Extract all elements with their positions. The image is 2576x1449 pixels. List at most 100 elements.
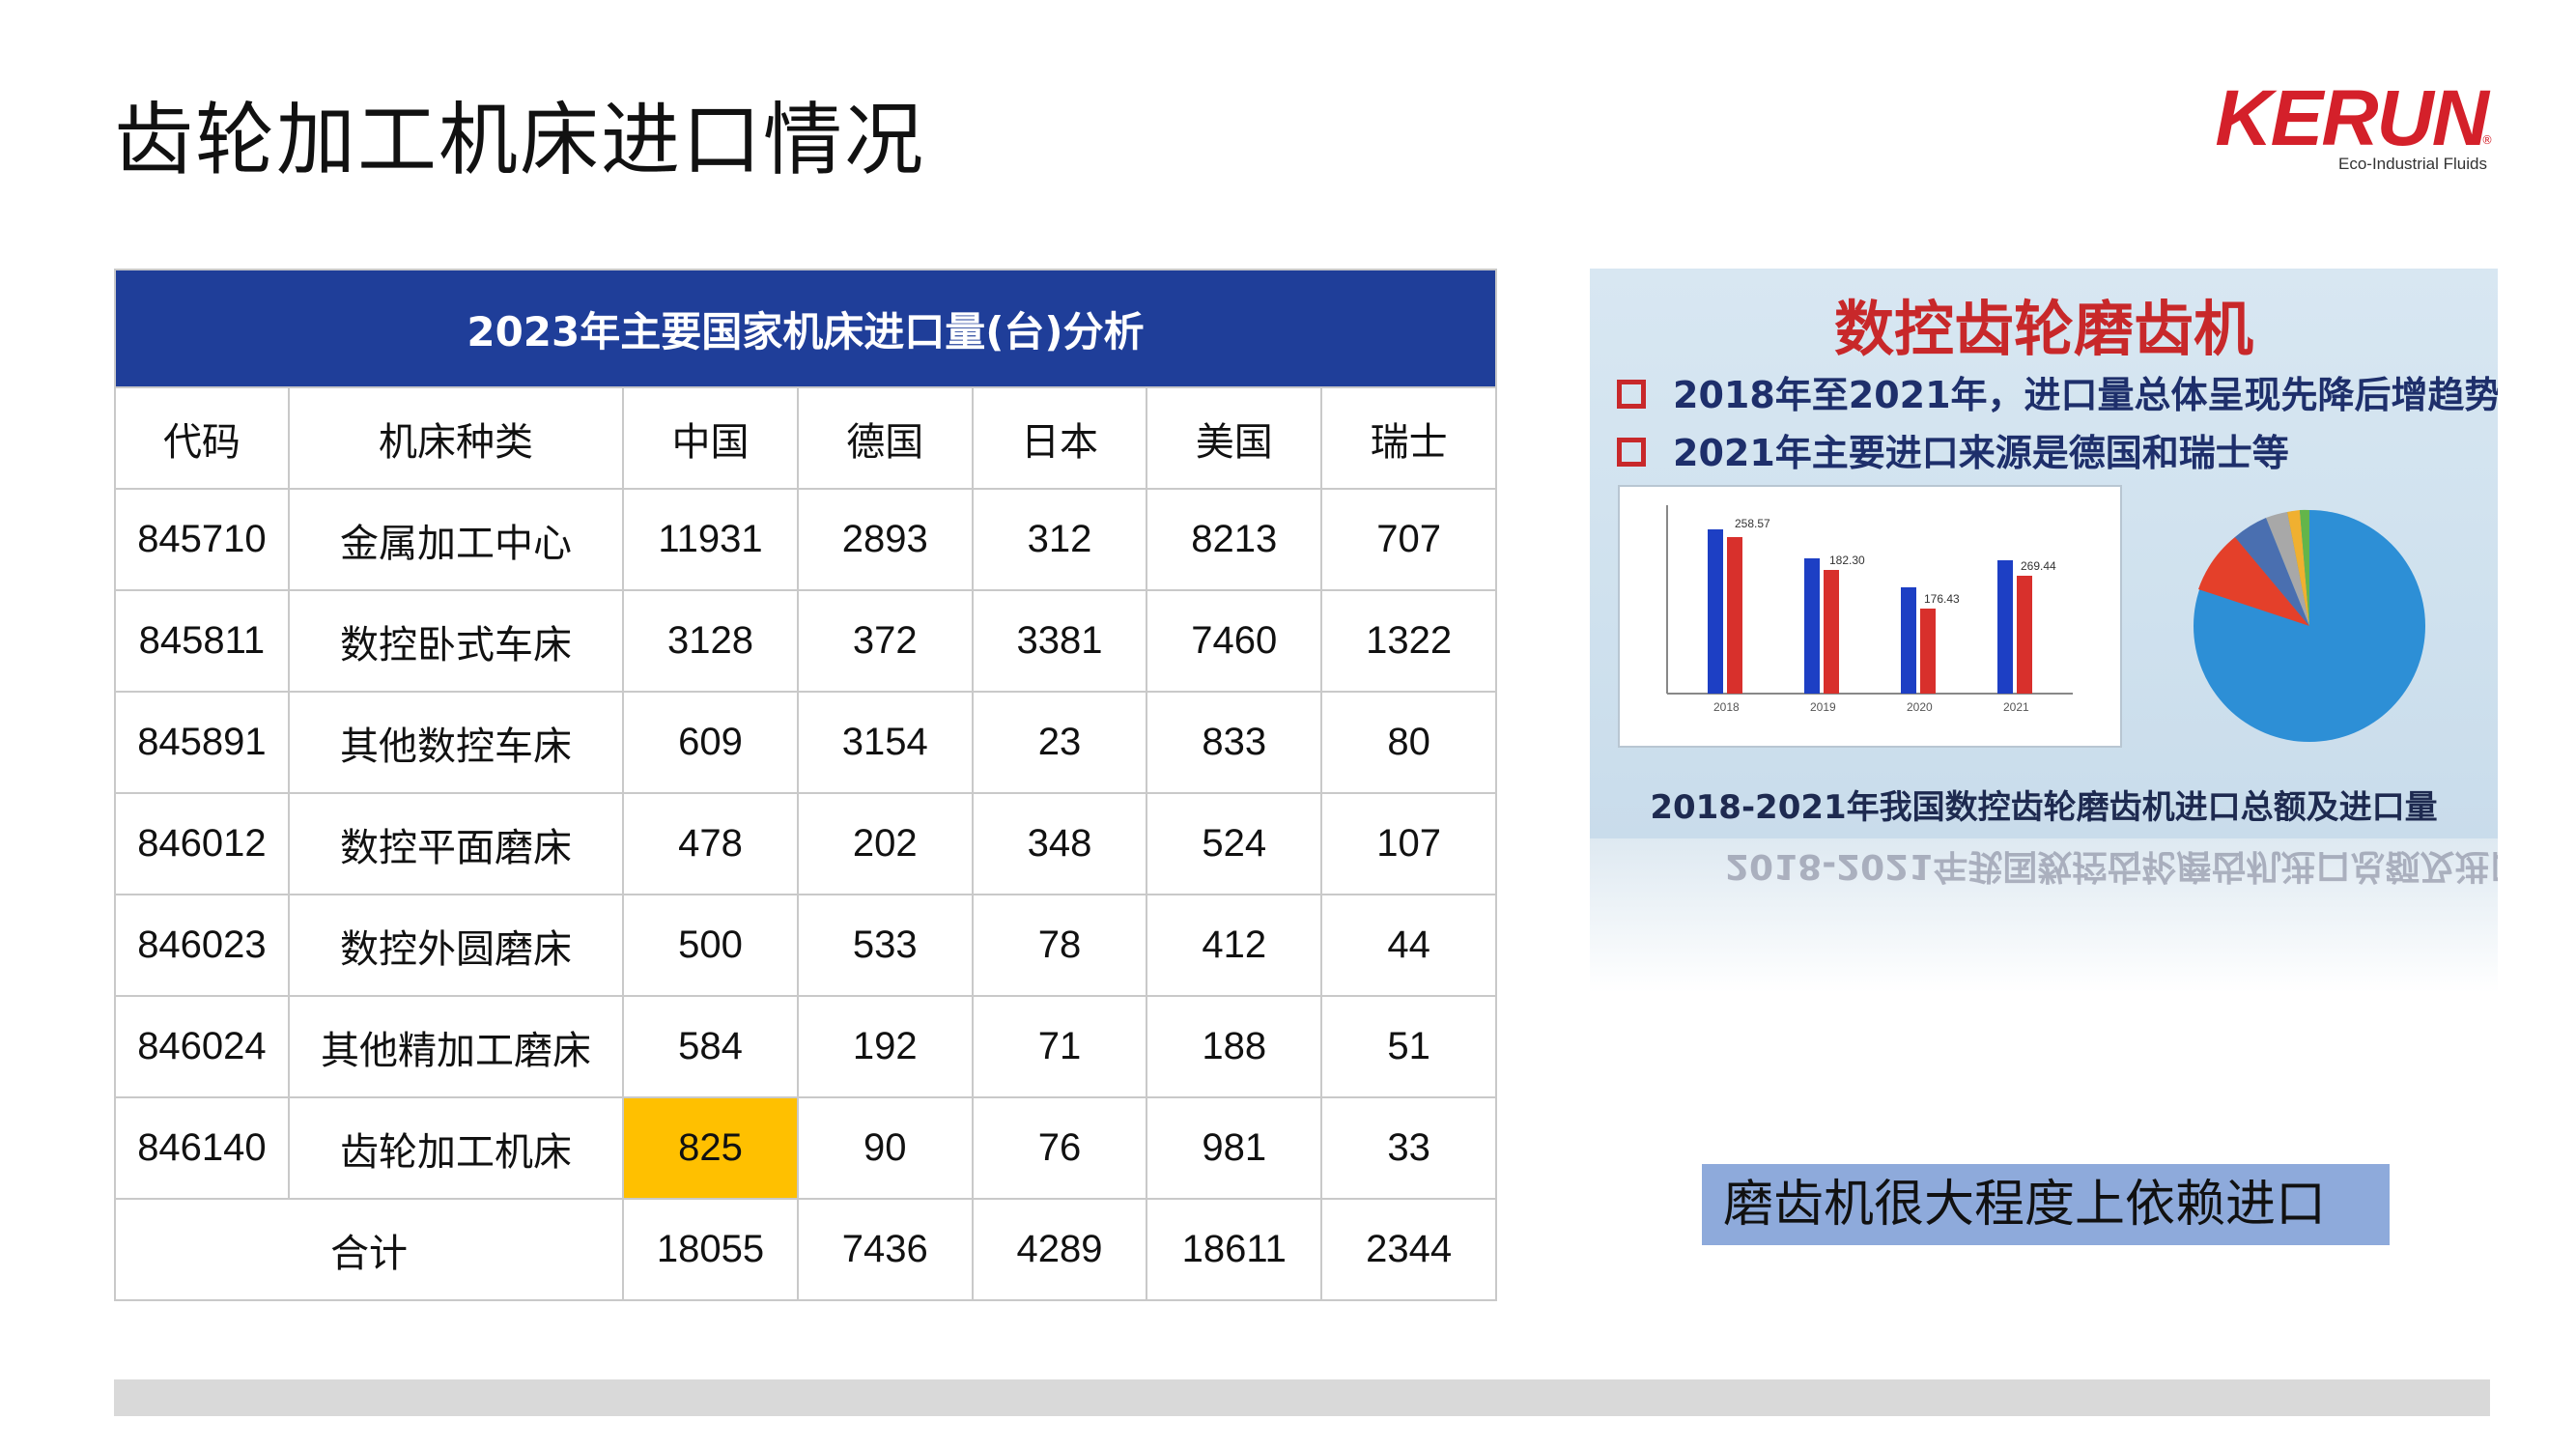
reflection-caption: 2018-2021年我国数控齿轮磨齿机进口总额及进口量 — [1725, 846, 2498, 886]
pie-slice — [2198, 537, 2309, 626]
table-row: 846023 数控外圆磨床 500 533 78 412 44 — [114, 894, 1497, 997]
value-cell: 23 — [971, 691, 1148, 794]
bullet-square-icon — [1617, 437, 1646, 467]
value-cell: 90 — [796, 1096, 974, 1200]
table-row: 845710 金属加工中心 11931 2893 312 8213 707 — [114, 488, 1497, 591]
value-cell: 533 — [796, 894, 974, 997]
total-value-cell: 18611 — [1146, 1198, 1323, 1301]
pie-slice — [2300, 509, 2309, 626]
type-cell: 齿轮加工机床 — [287, 1096, 625, 1200]
code-cell: 845811 — [114, 589, 290, 693]
value-cell: 2893 — [796, 488, 974, 591]
code-cell: 845710 — [114, 488, 290, 591]
total-value-cell: 7436 — [796, 1198, 974, 1301]
total-value-cell: 18055 — [622, 1198, 799, 1301]
code-cell: 845891 — [114, 691, 290, 794]
value-cell: 500 — [622, 894, 799, 997]
bar-data-label: 258.57 — [1735, 517, 1770, 530]
bar-data-label: 182.30 — [1829, 554, 1865, 567]
value-cell: 7460 — [1146, 589, 1323, 693]
import-source-pie — [2194, 509, 2425, 742]
type-cell: 数控平面磨床 — [287, 792, 625, 895]
value-cell: 609 — [622, 691, 799, 794]
value-cell: 3128 — [622, 589, 799, 693]
bullet-text: 2021年主要进口来源是德国和瑞士等 — [1673, 432, 2289, 474]
value-cell: 3381 — [971, 589, 1148, 693]
value-cell: 412 — [1146, 894, 1323, 997]
value-cell: 312 — [971, 488, 1148, 591]
table-total-row: 合计 18055 7436 4289 18611 2344 — [113, 1198, 1497, 1301]
value-cell: 8213 — [1146, 488, 1323, 591]
header-cell: 美国 — [1146, 386, 1323, 490]
table-caption: 2023年主要国家机床进口量(台)分析 — [114, 269, 1497, 388]
value-cell: 107 — [1320, 792, 1497, 895]
total-value-cell: 4289 — [971, 1198, 1148, 1301]
bar-year-label: 2019 — [1810, 700, 1836, 714]
value-cell: 76 — [971, 1096, 1148, 1200]
pie-slice — [2287, 510, 2309, 626]
pie-slice — [2235, 518, 2309, 626]
header-cell: 日本 — [971, 386, 1148, 490]
type-cell: 金属加工中心 — [287, 488, 625, 591]
bar-blue — [1997, 560, 2013, 694]
table-row: 846024 其他精加工磨床 584 192 71 188 51 — [114, 995, 1497, 1098]
photo-reflection: 2018-2021年我国数控齿轮磨齿机进口总额及进口量 — [1590, 838, 2498, 993]
value-cell: 1322 — [1320, 589, 1497, 693]
code-cell: 846012 — [114, 792, 290, 895]
header-cell: 瑞士 — [1320, 386, 1497, 490]
kerun-logo: KERUN ® Eco-Industrial Fluids — [2139, 74, 2493, 176]
value-cell: 51 — [1320, 995, 1497, 1098]
value-cell: 80 — [1320, 691, 1497, 794]
photo-caption: 2018-2021年我国数控齿轮磨齿机进口总额及进口量 — [1650, 788, 2438, 827]
grinding-machine-chart-photo: 数控齿轮磨齿机 2018年至2021年，进口量总体呈现先降后增趋势 2021年主… — [1590, 269, 2498, 838]
table-row: 846140 齿轮加工机床 825 90 76 981 33 — [114, 1096, 1497, 1200]
value-cell: 188 — [1146, 995, 1323, 1098]
bar-blue — [1708, 529, 1723, 694]
bar-data-label: 269.44 — [2021, 559, 2056, 573]
value-cell: 71 — [971, 995, 1148, 1098]
pie-slice — [2266, 512, 2309, 626]
value-cell: 372 — [796, 589, 974, 693]
value-cell: 78 — [971, 894, 1148, 997]
code-cell: 846023 — [114, 894, 290, 997]
import-volume-table: 2023年主要国家机床进口量(台)分析 代码 机床种类 中国 德国 日本 美国 … — [113, 269, 1497, 1301]
bar-red — [1824, 570, 1839, 694]
logo-wordmark: KERUN — [2215, 74, 2489, 162]
code-cell: 846024 — [114, 995, 290, 1098]
bar-red — [1727, 537, 1742, 694]
total-label: 合计 — [113, 1198, 625, 1301]
bar-blue — [1804, 558, 1820, 694]
logo-registered-mark: ® — [2481, 133, 2493, 147]
type-cell: 数控卧式车床 — [287, 589, 625, 693]
bar-red — [1920, 609, 1936, 694]
table-header-row: 代码 机床种类 中国 德国 日本 美国 瑞士 — [114, 386, 1497, 490]
value-cell: 44 — [1320, 894, 1497, 997]
dependency-note: 磨齿机很大程度上依赖进口 — [1702, 1164, 2390, 1245]
bullet-text: 2018年至2021年，进口量总体呈现先降后增趋势 — [1673, 374, 2498, 416]
total-value-cell: 2344 — [1320, 1198, 1497, 1301]
bar-blue — [1901, 587, 1916, 694]
value-cell: 202 — [796, 792, 974, 895]
bar-year-label: 2020 — [1907, 700, 1933, 714]
value-cell: 11931 — [622, 488, 799, 591]
value-cell: 524 — [1146, 792, 1323, 895]
photo-title: 数控齿轮磨齿机 — [1833, 294, 2253, 364]
table-row: 846012 数控平面磨床 478 202 348 524 107 — [114, 792, 1497, 895]
type-cell: 其他精加工磨床 — [287, 995, 625, 1098]
bar-chart-panel — [1618, 485, 2122, 748]
value-cell: 981 — [1146, 1096, 1323, 1200]
photo-bullet: 2021年主要进口来源是德国和瑞士等 — [1617, 423, 2289, 476]
type-cell: 数控外圆磨床 — [287, 894, 625, 997]
footer-bar — [114, 1379, 2490, 1416]
logo-tagline: Eco-Industrial Fluids — [2337, 155, 2487, 173]
table-row: 845891 其他数控车床 609 3154 23 833 80 — [114, 691, 1497, 794]
code-cell: 846140 — [114, 1096, 290, 1200]
value-cell: 348 — [971, 792, 1148, 895]
header-cell: 代码 — [114, 386, 290, 490]
header-cell: 中国 — [622, 386, 799, 490]
bar-data-label: 176.43 — [1924, 592, 1960, 606]
page-title: 齿轮加工机床进口情况 — [114, 95, 926, 186]
bullet-square-icon — [1617, 379, 1646, 409]
highlighted-value-cell: 825 — [622, 1096, 799, 1200]
value-cell: 192 — [796, 995, 974, 1098]
